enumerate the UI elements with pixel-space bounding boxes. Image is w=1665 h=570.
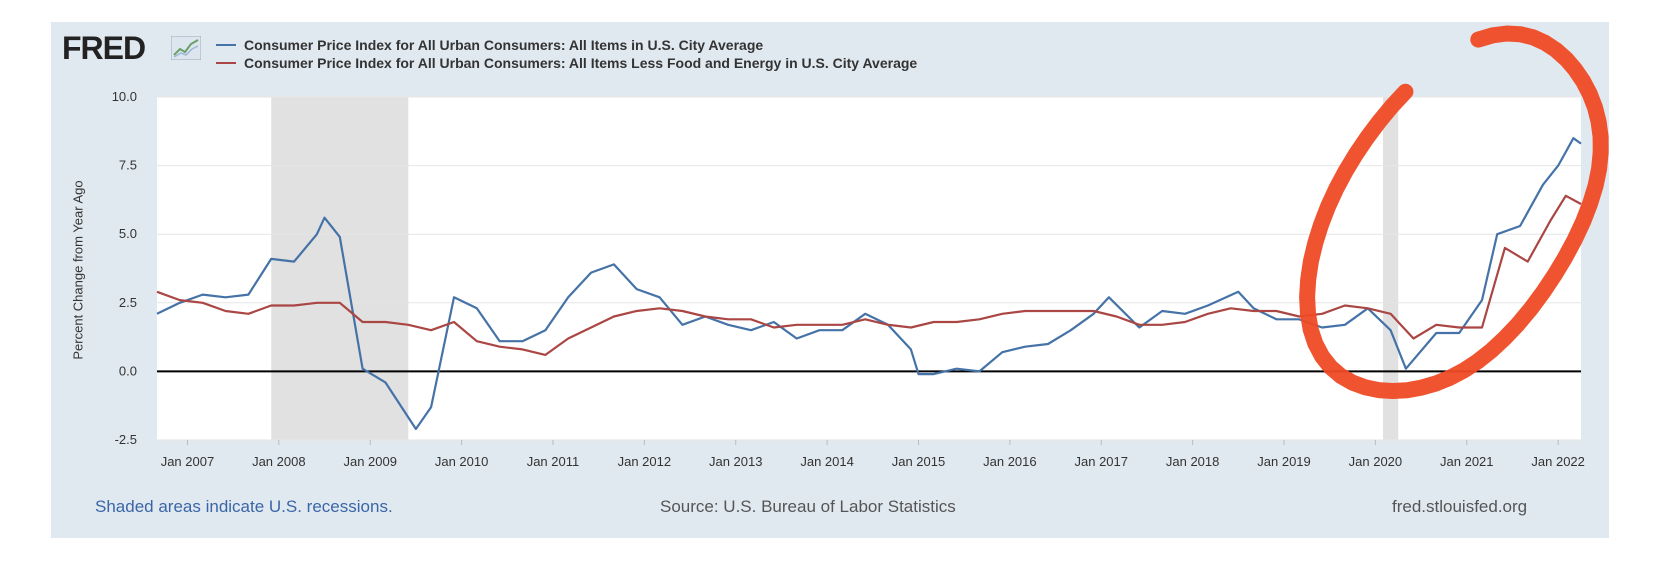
x-tick-label-13: Jan 2020 [1349,454,1403,469]
y-tick-label-4: 0.0 [119,363,137,378]
recession-band-0 [271,97,409,440]
fred-chart-icon [171,36,201,60]
recession-note: Shaded areas indicate U.S. recessions. [95,497,393,516]
x-tick-label-7: Jan 2014 [800,454,854,469]
x-tick-label-8: Jan 2015 [892,454,946,469]
y-tick-label-3: 2.5 [119,295,137,310]
annotation-circle [1299,25,1609,399]
x-tick-label-4: Jan 2011 [527,454,580,469]
x-tick-label-2: Jan 2009 [343,454,397,469]
source-note: Source: U.S. Bureau of Labor Statistics [660,497,956,516]
fred-url-link[interactable]: fred.stlouisfed.org [1392,497,1528,516]
legend-item-cpi[interactable]: Consumer Price Index for All Urban Consu… [216,37,763,53]
series-line-core [156,194,1582,356]
legend-swatch-core [216,62,236,64]
x-tick-label-1: Jan 2008 [252,454,306,469]
y-axis-label: Percent Change from Year Ago [70,180,86,360]
x-tick-label-9: Jan 2016 [983,454,1037,469]
legend-label-core: Consumer Price Index for All Urban Consu… [244,55,918,71]
legend-item-core[interactable]: Consumer Price Index for All Urban Consu… [216,55,917,71]
legend-swatch-cpi [216,44,236,46]
x-tick-label-14: Jan 2021 [1440,454,1494,469]
x-tick-label-15: Jan 2022 [1531,454,1585,469]
x-tick-label-6: Jan 2013 [709,454,763,469]
x-tick-label-3: Jan 2010 [435,454,489,469]
fred-logo[interactable]: FRED [62,30,146,66]
x-tick-label-12: Jan 2019 [1257,454,1311,469]
x-tick-label-11: Jan 2018 [1166,454,1220,469]
x-tick-label-10: Jan 2017 [1075,454,1129,469]
y-tick-label-0: 10.0 [112,89,137,104]
y-tick-label-1: 7.5 [119,158,137,173]
y-tick-label-2: 5.0 [119,226,137,241]
y-tick-label-5: -2.5 [115,432,137,447]
recession-band-1 [1383,97,1399,440]
x-tick-label-0: Jan 2007 [161,454,215,469]
x-tick-label-5: Jan 2012 [618,454,672,469]
legend-label-cpi: Consumer Price Index for All Urban Consu… [244,37,764,53]
